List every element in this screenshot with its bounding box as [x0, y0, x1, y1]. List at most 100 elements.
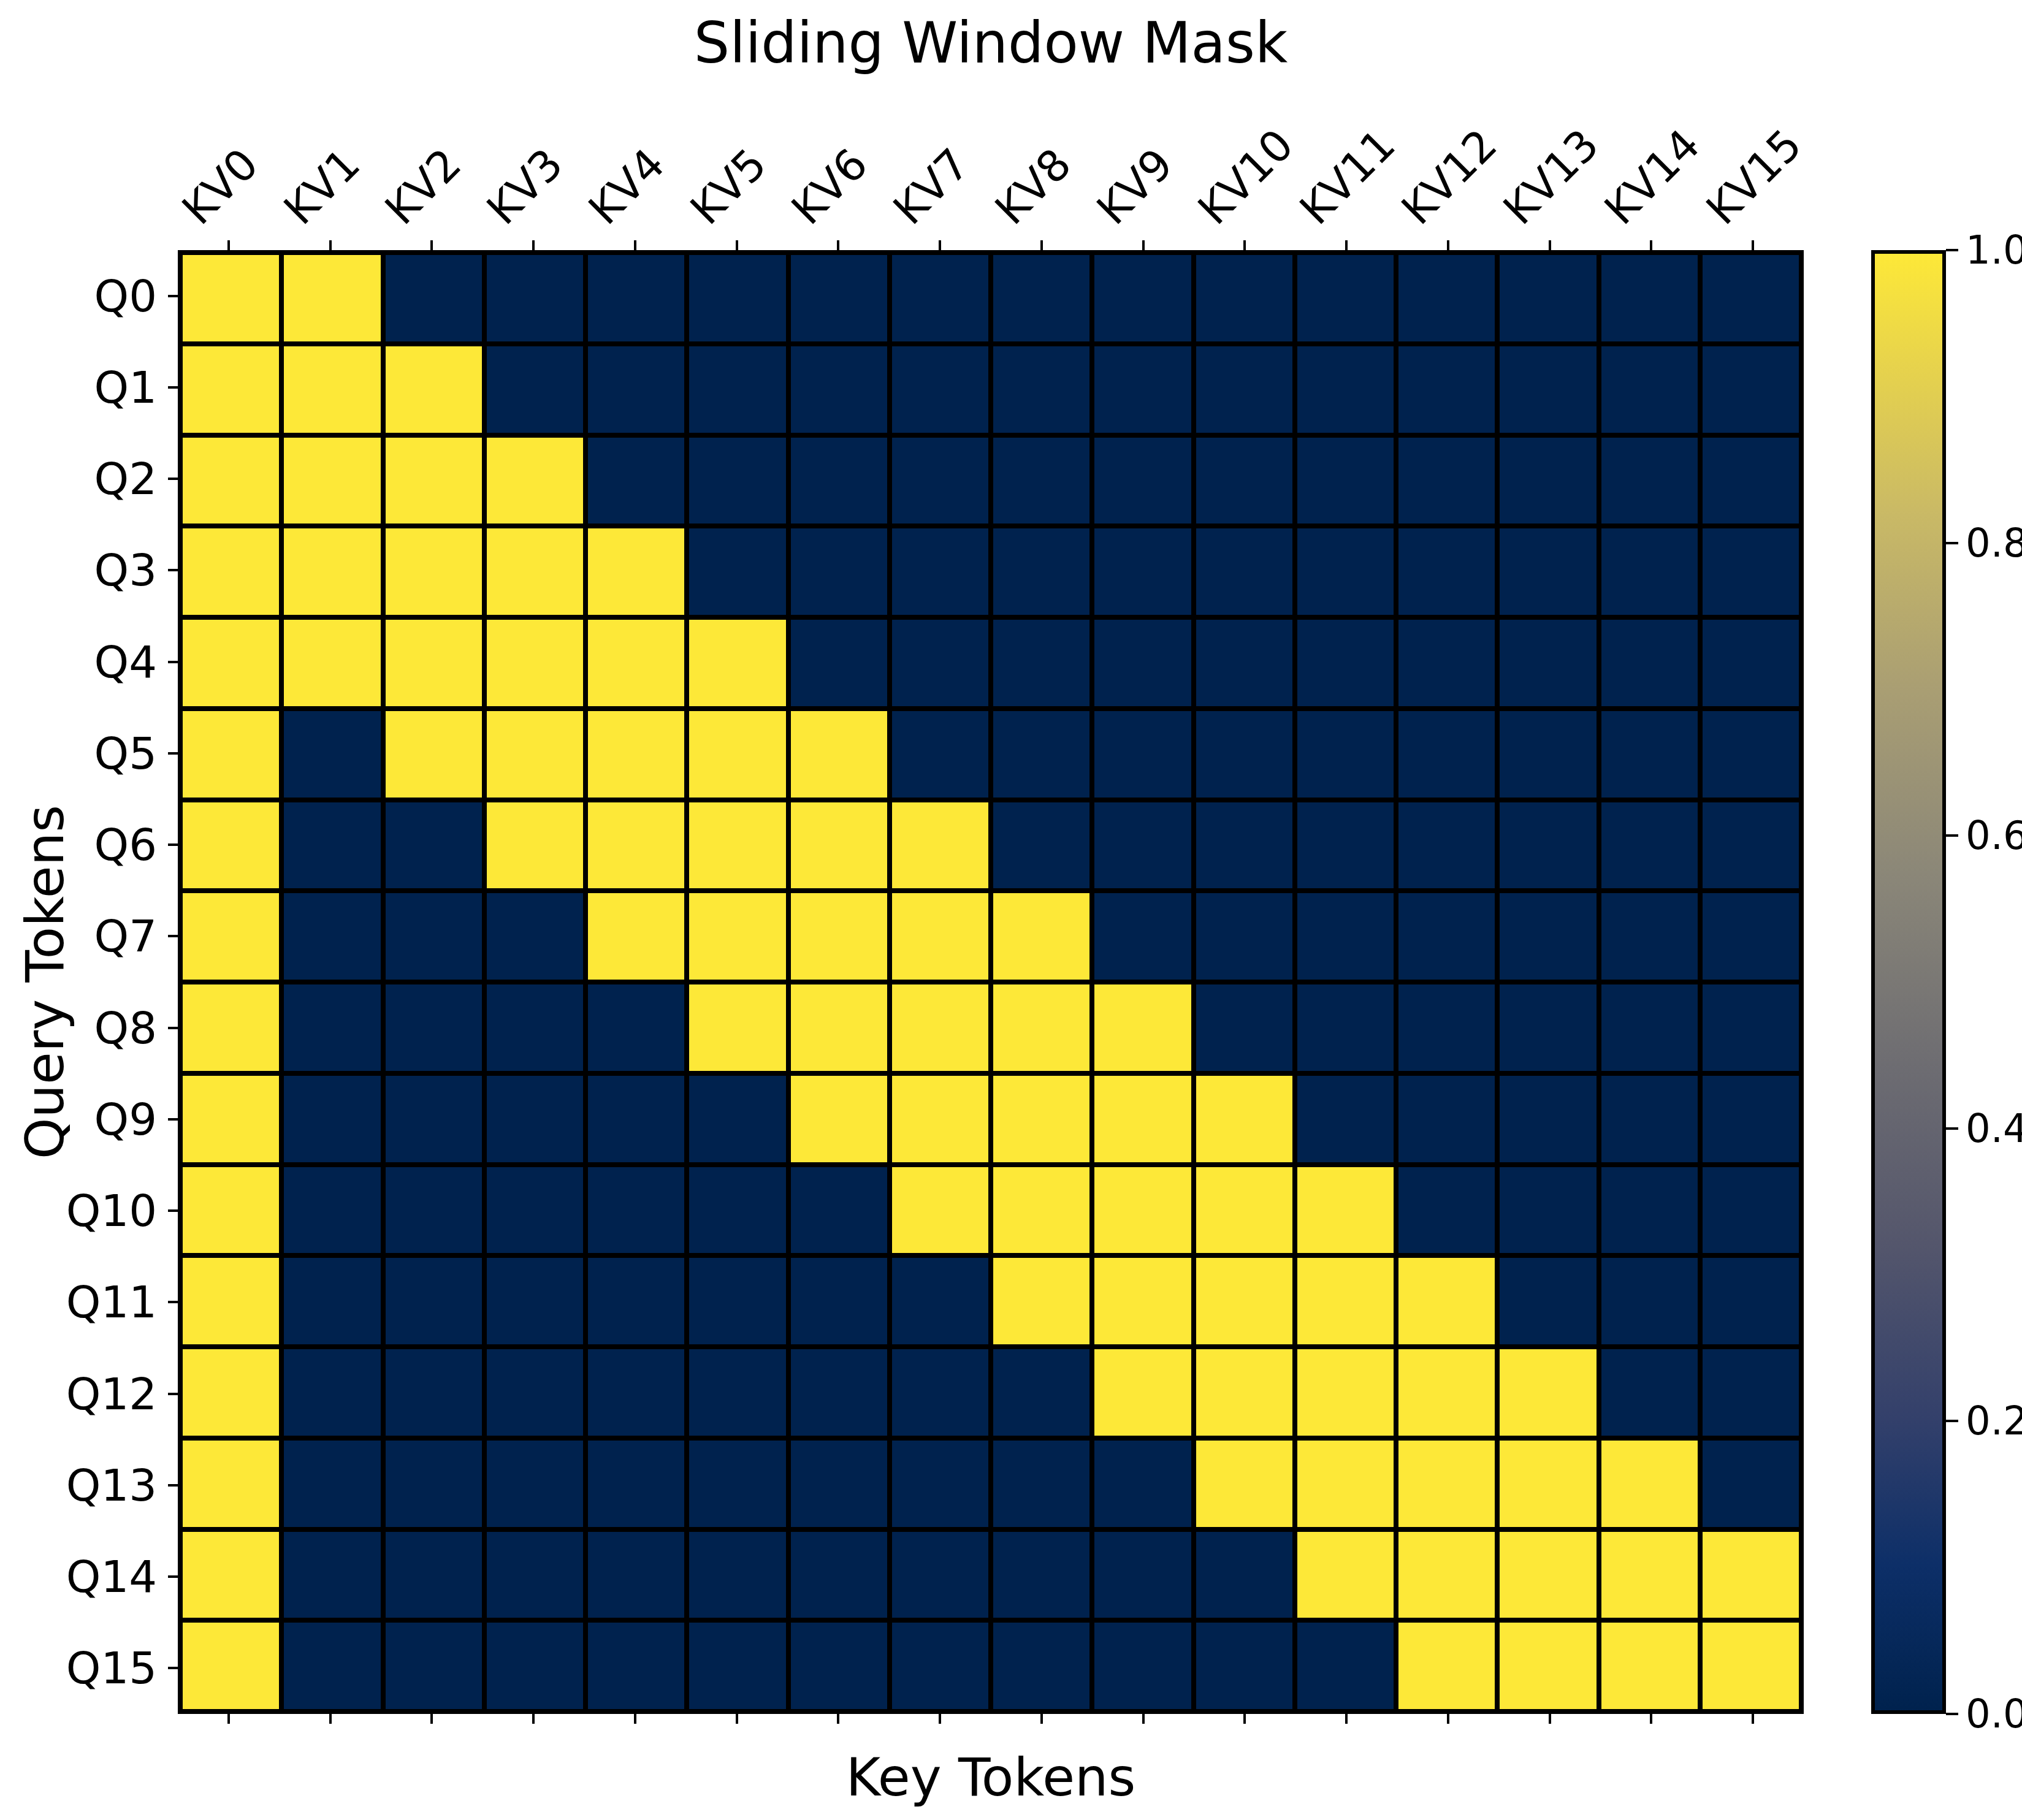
- mask-cell-q4-kv13: [1500, 620, 1596, 706]
- mask-cell-q12-kv11: [1297, 1349, 1394, 1436]
- mask-cell-q9-kv13: [1500, 1076, 1596, 1162]
- mask-cell-q5-kv10: [1196, 711, 1292, 798]
- mask-cell-q3-kv12: [1398, 528, 1495, 615]
- tick-mark: [736, 1714, 738, 1724]
- mask-cell-q11-kv12: [1398, 1258, 1495, 1344]
- tick-mark: [168, 1209, 178, 1212]
- tick-mark: [168, 1484, 178, 1487]
- mask-cell-q14-kv12: [1398, 1532, 1495, 1618]
- mask-cell-q6-kv2: [386, 802, 482, 889]
- tick-mark: [634, 1714, 636, 1724]
- mask-cell-q0-kv11: [1297, 255, 1394, 341]
- mask-cell-q9-kv6: [791, 1076, 887, 1162]
- mask-cell-q10-kv5: [689, 1167, 785, 1254]
- mask-cell-q10-kv12: [1398, 1167, 1495, 1254]
- mask-cell-q5-kv5: [689, 711, 785, 798]
- tick-mark: [837, 240, 839, 250]
- x-axis-top-ticks: [178, 240, 1804, 250]
- tick-mark: [837, 1714, 839, 1724]
- mask-cell-q3-kv14: [1601, 528, 1698, 615]
- mask-cell-q5-kv7: [892, 711, 988, 798]
- mask-cell-q12-kv9: [1094, 1349, 1191, 1436]
- mask-cell-q1-kv8: [993, 346, 1089, 433]
- mask-cell-q7-kv8: [993, 893, 1089, 980]
- mask-cell-q5-kv12: [1398, 711, 1495, 798]
- mask-cell-q5-kv8: [993, 711, 1089, 798]
- tick-mark: [430, 240, 433, 250]
- mask-cell-q11-kv9: [1094, 1258, 1191, 1344]
- mask-cell-q8-kv6: [791, 984, 887, 1071]
- mask-cell-q4-kv15: [1703, 620, 1799, 706]
- mask-cell-q2-kv10: [1196, 438, 1292, 524]
- mask-cell-q11-kv1: [284, 1258, 380, 1344]
- mask-cell-q11-kv6: [791, 1258, 887, 1344]
- mask-cell-q14-kv2: [386, 1532, 482, 1618]
- y-tick-label-q3: Q3: [94, 548, 157, 592]
- mask-cell-q12-kv10: [1196, 1349, 1292, 1436]
- mask-cell-q0-kv12: [1398, 255, 1495, 341]
- mask-cell-q0-kv14: [1601, 255, 1698, 341]
- tick-mark: [168, 1118, 178, 1121]
- tick-mark: [1752, 1714, 1754, 1724]
- mask-cell-q15-kv11: [1297, 1623, 1394, 1709]
- mask-cell-q13-kv0: [183, 1441, 279, 1527]
- mask-cell-q1-kv14: [1601, 346, 1698, 433]
- mask-cell-q2-kv15: [1703, 438, 1799, 524]
- mask-cell-q2-kv7: [892, 438, 988, 524]
- mask-cell-q3-kv9: [1094, 528, 1191, 615]
- tick-mark: [1549, 1714, 1551, 1724]
- mask-cell-q1-kv5: [689, 346, 785, 433]
- mask-cell-q10-kv14: [1601, 1167, 1698, 1254]
- colorbar-tick-mark: [1946, 542, 1958, 544]
- mask-cell-q9-kv10: [1196, 1076, 1292, 1162]
- mask-cell-q10-kv15: [1703, 1167, 1799, 1254]
- mask-cell-q4-kv14: [1601, 620, 1698, 706]
- mask-cell-q11-kv11: [1297, 1258, 1394, 1344]
- mask-cell-q2-kv5: [689, 438, 785, 524]
- mask-cell-q12-kv4: [588, 1349, 684, 1436]
- mask-cell-q5-kv1: [284, 711, 380, 798]
- tick-mark: [532, 1714, 535, 1724]
- mask-cell-q6-kv4: [588, 802, 684, 889]
- mask-cell-q9-kv15: [1703, 1076, 1799, 1162]
- tick-mark: [168, 478, 178, 480]
- x-tick-label-kv0: KV0: [175, 142, 265, 232]
- mask-cell-q4-kv9: [1094, 620, 1191, 706]
- mask-cell-q6-kv3: [487, 802, 583, 889]
- y-tick-label-q14: Q14: [66, 1555, 157, 1599]
- mask-cell-q0-kv13: [1500, 255, 1596, 341]
- mask-cell-q7-kv4: [588, 893, 684, 980]
- colorbar-tick-label-0.4: 0.4: [1966, 1109, 2022, 1148]
- mask-cell-q6-kv1: [284, 802, 380, 889]
- x-tick-label-kv9: KV9: [1089, 142, 1180, 232]
- mask-cell-q1-kv2: [386, 346, 482, 433]
- colorbar-tick-label-0.8: 0.8: [1966, 524, 2022, 563]
- mask-cell-q4-kv10: [1196, 620, 1292, 706]
- x-tick-label-kv7: KV7: [887, 142, 977, 232]
- mask-cell-q13-kv4: [588, 1441, 684, 1527]
- tick-mark: [1752, 240, 1754, 250]
- mask-cell-q9-kv8: [993, 1076, 1089, 1162]
- y-axis-ticks: [168, 250, 178, 1714]
- mask-cell-q7-kv12: [1398, 893, 1495, 980]
- tick-mark: [168, 386, 178, 389]
- mask-cell-q10-kv1: [284, 1167, 380, 1254]
- mask-cell-q8-kv7: [892, 984, 988, 1071]
- colorbar-tick-mark: [1946, 1420, 1958, 1422]
- tick-mark: [227, 240, 230, 250]
- tick-mark: [168, 1301, 178, 1303]
- tick-mark: [1142, 1714, 1145, 1724]
- mask-cell-q4-kv0: [183, 620, 279, 706]
- x-tick-label-kv13: KV13: [1496, 122, 1606, 232]
- mask-cell-q7-kv2: [386, 893, 482, 980]
- tick-mark: [1650, 1714, 1652, 1724]
- y-tick-label-q1: Q1: [94, 365, 157, 409]
- mask-cell-q15-kv15: [1703, 1623, 1799, 1709]
- mask-cell-q5-kv14: [1601, 711, 1698, 798]
- mask-cell-q8-kv4: [588, 984, 684, 1071]
- y-axis-tick-labels: Q0Q1Q2Q3Q4Q5Q6Q7Q8Q9Q10Q11Q12Q13Q14Q15: [0, 250, 157, 1714]
- mask-cell-q8-kv1: [284, 984, 380, 1071]
- mask-cell-q11-kv4: [588, 1258, 684, 1344]
- mask-cell-q12-kv13: [1500, 1349, 1596, 1436]
- mask-cell-q13-kv11: [1297, 1441, 1394, 1527]
